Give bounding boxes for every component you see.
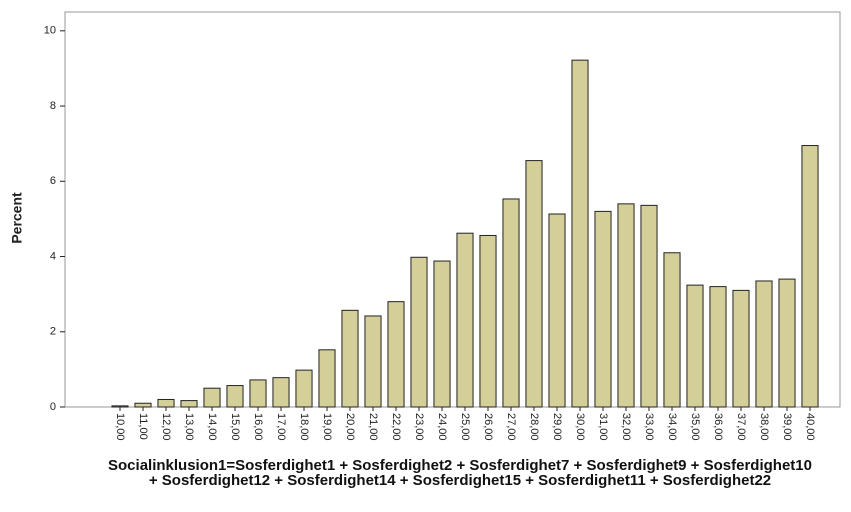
bar <box>318 349 336 408</box>
x-tick-label: 22,00 <box>390 413 402 441</box>
bar <box>433 260 451 408</box>
x-tick-label: 24,00 <box>436 413 448 441</box>
bar <box>111 405 129 408</box>
x-tick-label: 33,00 <box>643 413 655 441</box>
x-tick-label: 19,00 <box>321 413 333 441</box>
bar <box>571 59 589 408</box>
x-tick-label: 11,00 <box>137 413 149 440</box>
x-tick-label: 36,00 <box>712 413 724 441</box>
y-tick-label: 10 <box>44 25 56 37</box>
bar <box>226 385 244 408</box>
bar <box>594 210 612 408</box>
bar <box>755 280 773 408</box>
x-axis-label: Socialinklusion1=Sosferdighet1 + Sosferd… <box>108 457 812 489</box>
x-tick-label: 20,00 <box>344 413 356 441</box>
bar <box>479 234 497 408</box>
bar <box>686 284 704 408</box>
y-tick-label: 4 <box>50 250 56 262</box>
y-tick-label: 6 <box>50 175 56 187</box>
bar <box>134 402 152 408</box>
bar <box>548 213 566 408</box>
x-tick-label: 32,00 <box>620 413 632 441</box>
bar <box>640 204 658 408</box>
y-tick-label: 8 <box>50 100 56 112</box>
x-tick-label: 21,00 <box>367 413 379 441</box>
bar <box>778 278 796 408</box>
x-tick-label: 26,00 <box>482 413 494 441</box>
bar <box>157 398 175 408</box>
bar <box>410 256 428 408</box>
x-tick-label: 38,00 <box>758 413 770 441</box>
bar <box>203 387 221 408</box>
x-tick-label: 35,00 <box>689 413 701 441</box>
x-tick-label: 23,00 <box>413 413 425 441</box>
bar <box>249 379 267 408</box>
x-tick-label: 29,00 <box>551 413 563 441</box>
x-tick-label: 12,00 <box>160 413 172 441</box>
y-tick-label: 0 <box>50 401 56 413</box>
x-tick-label: 25,00 <box>459 413 471 441</box>
x-tick-label: 31,00 <box>597 413 609 441</box>
x-tick-label: 40,00 <box>804 413 816 441</box>
bar <box>456 232 474 408</box>
bar <box>387 301 405 408</box>
bar <box>502 198 520 408</box>
x-tick-label: 18,00 <box>298 413 310 441</box>
bar <box>663 252 681 408</box>
x-tick-label: 37,00 <box>735 413 747 441</box>
bar <box>709 286 727 408</box>
bar <box>617 203 635 408</box>
bar <box>732 289 750 408</box>
x-tick-label: 14,00 <box>206 413 218 441</box>
x-tick-label: 16,00 <box>252 413 264 441</box>
bar <box>341 309 359 408</box>
x-tick-label: 17,00 <box>275 413 287 441</box>
x-tick-label: 27,00 <box>505 413 517 441</box>
y-tick-label: 2 <box>50 326 56 338</box>
x-tick-label: 28,00 <box>528 413 540 441</box>
bar <box>801 145 819 408</box>
x-tick-label: 30,00 <box>574 413 586 441</box>
x-tick-label: 13,00 <box>183 413 195 441</box>
bar <box>272 377 290 408</box>
x-tick-label: 34,00 <box>666 413 678 441</box>
x-tick-label: 39,00 <box>781 413 793 441</box>
x-tick-label: 10,00 <box>114 413 126 441</box>
bar <box>525 160 543 408</box>
bar <box>295 369 313 408</box>
bar <box>364 315 382 408</box>
bar <box>180 400 198 408</box>
y-axis-label: Percent <box>9 192 25 244</box>
x-tick-label: 15,00 <box>229 413 241 441</box>
